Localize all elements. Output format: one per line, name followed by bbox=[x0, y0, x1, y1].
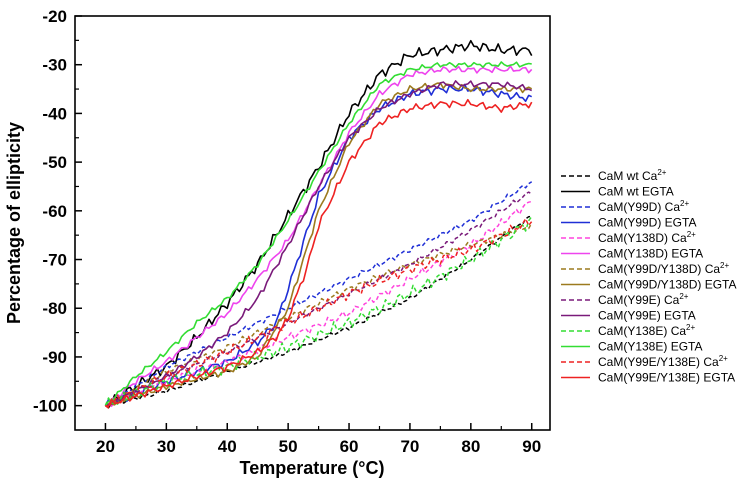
y-tick-labels: -20 -30 -40 -50 -60 -70 -80 -90 -100 bbox=[33, 7, 67, 416]
x-tick-label: 20 bbox=[96, 437, 115, 456]
series-line bbox=[105, 98, 533, 408]
x-tick-label: 40 bbox=[218, 437, 237, 456]
series-line bbox=[105, 222, 533, 407]
series-line bbox=[104, 218, 533, 409]
legend-label: CaM(Y138D) EGTA bbox=[598, 247, 703, 261]
y-tick-label: -50 bbox=[42, 153, 67, 172]
x-tick-label: 80 bbox=[461, 437, 480, 456]
legend-label: CaM(Y99D) Ca2+ bbox=[598, 199, 689, 214]
legend-label-text: CaM(Y138E) Ca bbox=[598, 324, 686, 338]
legend-superscript: 2+ bbox=[679, 292, 688, 301]
legend-label-text: CaM(Y99D) Ca bbox=[598, 200, 680, 214]
x-tick-label: 30 bbox=[157, 437, 176, 456]
legend-label: CaM(Y138D) Ca2+ bbox=[598, 230, 696, 245]
legend-label-text: CaM(Y99E/Y138E) EGTA bbox=[598, 371, 735, 385]
y-tick-label: -40 bbox=[42, 104, 67, 123]
legend-superscript: 2+ bbox=[719, 354, 728, 363]
series-line bbox=[104, 216, 533, 406]
legend-label: CaM(Y99D/Y138D) Ca2+ bbox=[598, 261, 729, 276]
x-tick-label: 70 bbox=[400, 437, 419, 456]
legend-label-text: CaM(Y99E) Ca bbox=[598, 293, 680, 307]
plot-frame bbox=[74, 15, 551, 431]
legend-label-text: CaM wt Ca bbox=[598, 169, 658, 183]
y-axis-title: Percentage of ellipticity bbox=[4, 122, 24, 324]
legend-label: CaM(Y138E) Ca2+ bbox=[598, 323, 695, 338]
legend-superscript: 2+ bbox=[720, 261, 729, 270]
x-tick-labels: 20 30 40 50 60 70 80 90 bbox=[96, 437, 541, 456]
legend-superscript: 2+ bbox=[686, 323, 695, 332]
series-line bbox=[105, 191, 533, 407]
y-tick-label: -20 bbox=[42, 7, 67, 26]
series-line bbox=[105, 215, 532, 407]
series-lines bbox=[104, 39, 533, 409]
series-line bbox=[104, 181, 533, 407]
legend-superscript: 2+ bbox=[687, 230, 696, 239]
legend-superscript: 2+ bbox=[657, 168, 666, 177]
legend-label: CaM(Y99D) EGTA bbox=[598, 216, 696, 230]
legend-label: CaM(Y99E) EGTA bbox=[598, 309, 696, 323]
y-tick-label: -70 bbox=[42, 251, 67, 270]
series-line bbox=[104, 39, 533, 409]
legend-label: CaM(Y99E) Ca2+ bbox=[598, 292, 689, 307]
legend-label-text: CaM(Y138D) Ca bbox=[598, 231, 687, 245]
series-line bbox=[104, 61, 532, 407]
tick-marks bbox=[75, 15, 533, 430]
legend-label: CaM(Y99E/Y138E) Ca2+ bbox=[598, 354, 728, 369]
legend-label-text: CaM(Y99E) EGTA bbox=[598, 309, 696, 323]
legend-label-text: CaM(Y99D/Y138D) Ca bbox=[598, 262, 720, 276]
legend-label-text: CaM(Y138D) EGTA bbox=[598, 247, 703, 261]
series-line bbox=[105, 65, 533, 407]
series-line bbox=[105, 82, 533, 407]
x-tick-label: 90 bbox=[522, 437, 541, 456]
legend-label-text: CaM(Y138E) EGTA bbox=[598, 340, 702, 354]
legend-label: CaM(Y138E) EGTA bbox=[598, 340, 702, 354]
legend-label-text: CaM wt EGTA bbox=[598, 185, 674, 199]
legend-label-text: CaM(Y99D) EGTA bbox=[598, 216, 696, 230]
legend-label-text: CaM(Y99D/Y138D) EGTA bbox=[598, 278, 737, 292]
y-tick-label: -80 bbox=[42, 299, 67, 318]
legend-label: CaM wt Ca2+ bbox=[598, 168, 667, 183]
legend-label: CaM(Y99E/Y138E) EGTA bbox=[598, 371, 735, 385]
y-tick-label: -90 bbox=[42, 348, 67, 367]
legend-label-text: CaM(Y99E/Y138E) Ca bbox=[598, 355, 719, 369]
y-tick-label: -100 bbox=[33, 397, 67, 416]
legend-label: CaM wt EGTA bbox=[598, 185, 674, 199]
x-axis-title: Temperature (°C) bbox=[240, 458, 385, 478]
x-tick-label: 50 bbox=[279, 437, 298, 456]
series-line bbox=[105, 80, 533, 407]
legend-label: CaM(Y99D/Y138D) EGTA bbox=[598, 278, 737, 292]
x-tick-label: 60 bbox=[340, 437, 359, 456]
y-tick-label: -60 bbox=[42, 202, 67, 221]
y-tick-label: -30 bbox=[42, 56, 67, 75]
legend-superscript: 2+ bbox=[680, 199, 689, 208]
